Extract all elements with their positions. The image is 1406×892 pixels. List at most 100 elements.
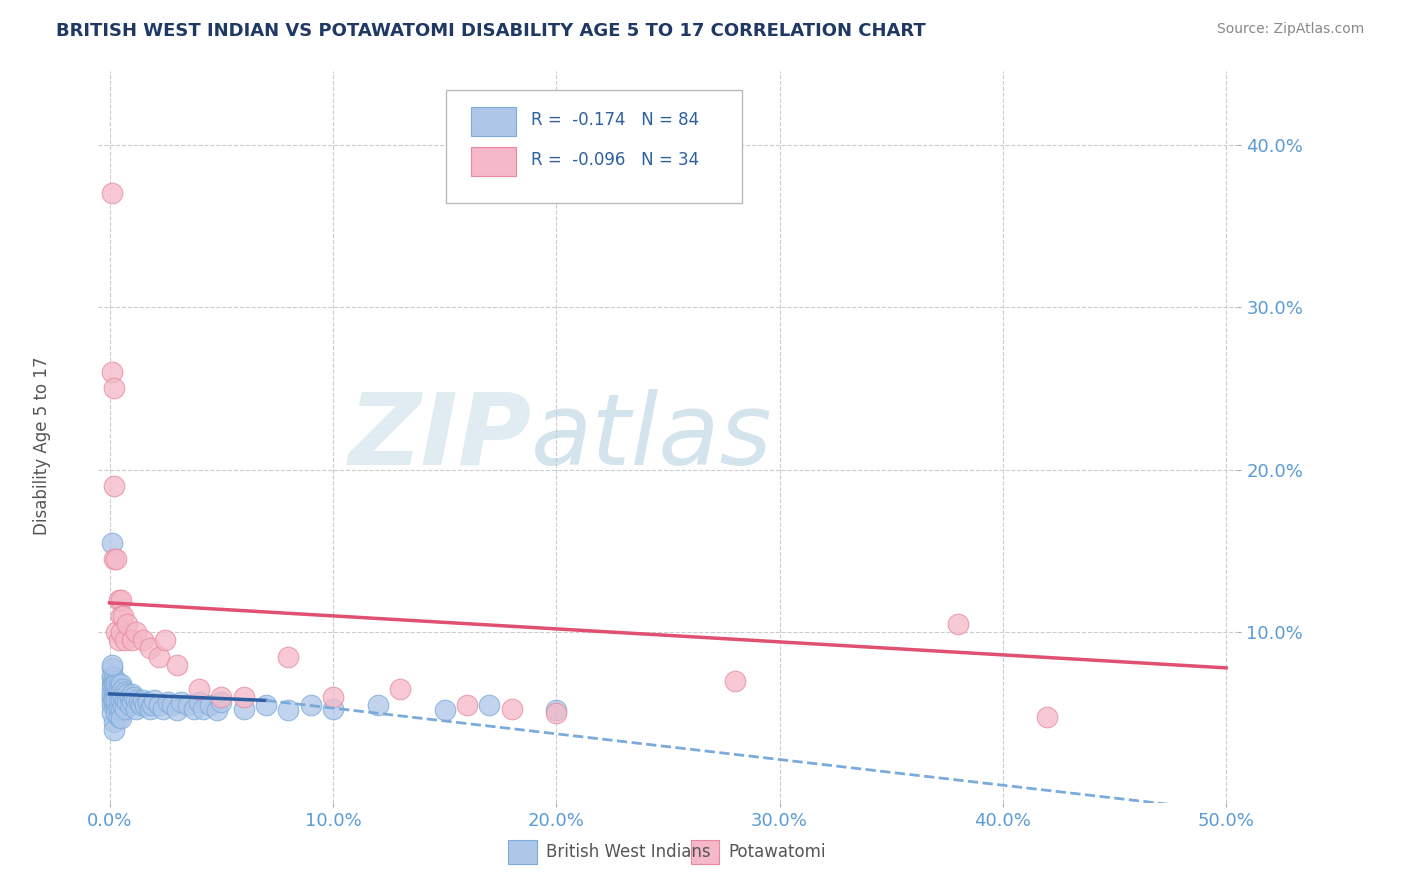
Point (299, 698, 322, 713)
Point (103, 552, 125, 566)
Point (546, 703, 568, 717)
Point (141, 698, 163, 713)
Point (101, 687, 124, 701)
Point (105, 681, 128, 696)
Point (110, 608, 132, 623)
Point (103, 381, 125, 395)
Point (121, 687, 143, 701)
Point (136, 695, 159, 709)
Point (107, 633, 129, 648)
Point (118, 690, 141, 705)
Point (105, 552, 128, 566)
Point (101, 657, 124, 672)
Point (105, 690, 128, 705)
Point (103, 479, 125, 493)
Point (103, 671, 125, 685)
Point (105, 693, 128, 707)
Text: British West Indians: British West Indians (546, 843, 710, 861)
Point (143, 693, 166, 707)
Point (107, 677, 129, 691)
Text: atlas: atlas (531, 389, 773, 485)
Point (125, 701, 148, 715)
Point (132, 633, 155, 648)
Point (121, 633, 143, 648)
Point (101, 671, 124, 685)
Point (103, 673, 125, 688)
Point (101, 706, 124, 721)
Text: Source: ZipAtlas.com: Source: ZipAtlas.com (1216, 22, 1364, 37)
Point (110, 677, 132, 691)
Point (107, 693, 129, 707)
Point (101, 186, 124, 201)
Point (101, 535, 124, 549)
Point (367, 698, 389, 713)
Point (103, 714, 125, 729)
Point (101, 698, 124, 713)
Point (101, 669, 124, 683)
Point (478, 698, 501, 713)
Point (122, 690, 145, 705)
Point (103, 677, 125, 691)
Point (198, 698, 221, 713)
Point (107, 701, 129, 715)
Point (148, 649, 170, 664)
Point (125, 693, 148, 707)
Point (110, 703, 132, 717)
Point (101, 681, 124, 696)
Point (128, 695, 150, 709)
Point (101, 677, 124, 691)
Point (1036, 709, 1059, 723)
Point (105, 625, 128, 640)
Point (177, 698, 200, 713)
Point (205, 703, 228, 717)
Point (232, 701, 254, 715)
Point (103, 693, 125, 707)
Point (546, 706, 568, 721)
Point (118, 698, 141, 713)
Point (501, 701, 523, 715)
Point (111, 698, 134, 713)
Point (110, 693, 132, 707)
Point (107, 592, 129, 607)
Point (946, 617, 969, 632)
Point (125, 625, 148, 640)
Point (103, 681, 125, 696)
Point (111, 608, 134, 623)
FancyBboxPatch shape (471, 107, 516, 136)
Point (166, 703, 188, 717)
Point (101, 690, 124, 705)
Point (110, 711, 132, 725)
Point (107, 709, 129, 723)
Point (456, 698, 478, 713)
Point (724, 673, 747, 688)
Point (183, 701, 205, 715)
Point (209, 695, 232, 709)
Point (193, 701, 215, 715)
Point (105, 677, 128, 691)
Text: BRITISH WEST INDIAN VS POTAWATOMI DISABILITY AGE 5 TO 17 CORRELATION CHART: BRITISH WEST INDIAN VS POTAWATOMI DISABI… (56, 22, 927, 40)
Point (105, 673, 128, 688)
Point (277, 649, 299, 664)
Point (139, 701, 162, 715)
Point (433, 703, 456, 717)
Point (117, 687, 139, 701)
Point (114, 685, 136, 699)
Text: ZIP: ZIP (349, 389, 531, 485)
Point (160, 698, 183, 713)
Point (103, 698, 125, 713)
Text: R =  -0.174   N = 84: R = -0.174 N = 84 (531, 112, 699, 129)
Point (155, 633, 177, 648)
Point (117, 617, 139, 632)
Point (105, 706, 128, 721)
Point (187, 681, 209, 696)
Text: Disability Age 5 to 17: Disability Age 5 to 17 (34, 357, 51, 535)
Point (156, 695, 179, 709)
Point (322, 701, 344, 715)
Point (187, 695, 209, 709)
FancyBboxPatch shape (509, 840, 537, 863)
Point (107, 685, 129, 699)
Point (152, 701, 174, 715)
Point (117, 695, 139, 709)
Point (114, 633, 136, 648)
Point (103, 690, 125, 705)
